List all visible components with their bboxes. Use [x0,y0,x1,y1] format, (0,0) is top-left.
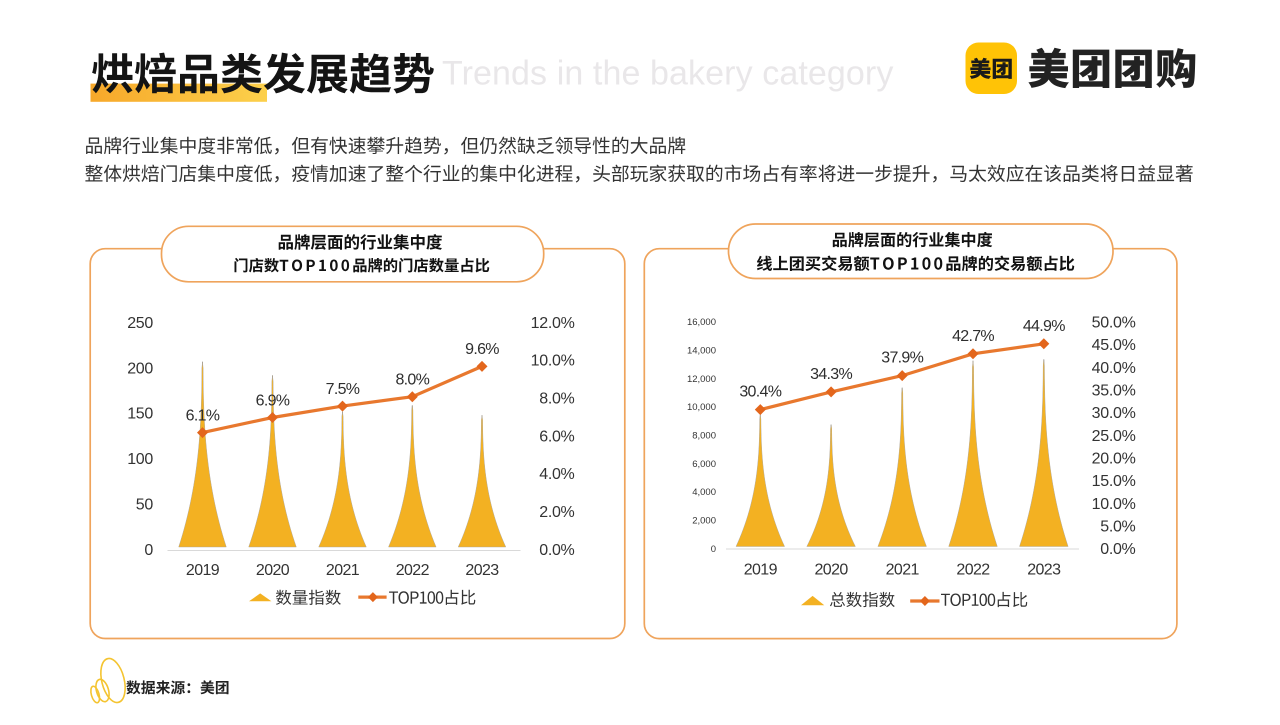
svg-text:6.9%: 6.9% [256,392,290,409]
svg-text:50.0%: 50.0% [1092,314,1136,331]
svg-text:10.0%: 10.0% [531,353,575,370]
svg-text:100: 100 [127,451,153,468]
svg-text:2020: 2020 [814,562,848,579]
svg-text:2021: 2021 [326,562,360,579]
svg-text:0.0%: 0.0% [1100,541,1135,558]
svg-text:8,000: 8,000 [692,431,716,442]
svg-text:2023: 2023 [465,562,499,579]
svg-text:10,000: 10,000 [687,402,716,413]
svg-text:150: 150 [127,406,153,423]
svg-text:16,000: 16,000 [687,317,716,328]
svg-text:30.4%: 30.4% [739,384,781,401]
svg-text:7.5%: 7.5% [326,381,360,398]
svg-text:50: 50 [136,497,154,514]
svg-text:0: 0 [144,542,153,559]
svg-text:34.3%: 34.3% [810,366,852,383]
svg-text:40.0%: 40.0% [1092,360,1136,377]
svg-text:37.9%: 37.9% [881,350,923,367]
svg-text:4,000: 4,000 [692,487,716,498]
svg-text:30.0%: 30.0% [1092,405,1136,422]
svg-text:0: 0 [711,544,716,555]
svg-text:45.0%: 45.0% [1092,337,1136,354]
svg-text:2020: 2020 [256,562,290,579]
svg-text:25.0%: 25.0% [1092,428,1136,445]
svg-text:42.7%: 42.7% [952,328,994,345]
svg-text:8.0%: 8.0% [395,371,429,388]
svg-text:12,000: 12,000 [687,374,716,385]
svg-text:5.0%: 5.0% [1100,519,1135,536]
svg-text:250: 250 [127,315,153,332]
svg-text:Trends in the bakery category: Trends in the bakery category [442,55,893,93]
svg-text:15.0%: 15.0% [1092,473,1136,490]
svg-text:2021: 2021 [886,562,920,579]
svg-text:12.0%: 12.0% [531,315,575,332]
svg-text:10.0%: 10.0% [1092,496,1136,513]
svg-text:200: 200 [127,360,153,377]
svg-text:2,000: 2,000 [692,516,716,527]
svg-text:0.0%: 0.0% [539,542,574,559]
svg-text:2022: 2022 [956,562,990,579]
svg-text:2.0%: 2.0% [539,504,574,521]
svg-text:44.9%: 44.9% [1023,318,1065,335]
svg-text:20.0%: 20.0% [1092,450,1136,467]
svg-text:2022: 2022 [396,562,430,579]
svg-text:6,000: 6,000 [692,459,716,470]
svg-text:6.0%: 6.0% [539,428,574,445]
svg-text:6.1%: 6.1% [186,407,220,424]
svg-text:9.6%: 9.6% [465,341,499,358]
svg-text:2019: 2019 [744,562,778,579]
svg-text:2023: 2023 [1027,562,1061,579]
svg-text:8.0%: 8.0% [539,391,574,408]
svg-text:14,000: 14,000 [687,345,716,356]
svg-text:2019: 2019 [186,562,220,579]
svg-text:35.0%: 35.0% [1092,382,1136,399]
svg-text:4.0%: 4.0% [539,466,574,483]
